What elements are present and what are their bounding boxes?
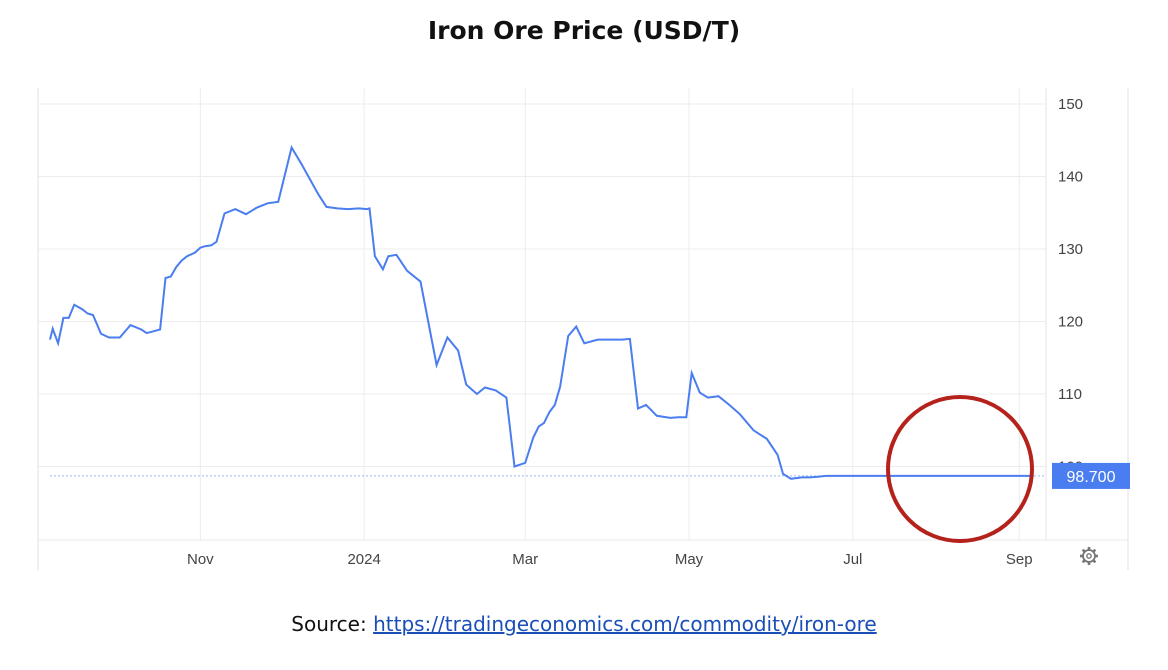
x-tick-label: Mar	[512, 551, 538, 568]
source-prefix: Source:	[291, 612, 374, 636]
source-line: Source: https://tradingeconomics.com/com…	[0, 612, 1168, 636]
chart-frame	[37, 88, 1129, 570]
x-axis-ticks: Nov 2024 Mar May Jul Sep	[187, 551, 1033, 568]
x-tick-label: Sep	[1006, 551, 1033, 568]
x-tick-label: Jul	[843, 551, 862, 568]
source-link[interactable]: https://tradingeconomics.com/commodity/i…	[373, 612, 877, 636]
chart-title: Iron Ore Price (USD/T)	[427, 16, 741, 45]
x-tick-label: May	[675, 551, 704, 568]
last-value-badge-bg	[1052, 462, 1130, 489]
y-tick-label: 140	[1058, 169, 1083, 186]
x-tick-label: 2024	[347, 551, 380, 568]
x-tick-label: Nov	[187, 551, 214, 568]
y-axis-ticks: 100110120130140150	[1058, 96, 1083, 476]
last-value-label: 98.700	[1067, 469, 1116, 486]
price-series-line	[49, 144, 1030, 480]
gear-hub	[1086, 553, 1092, 559]
highlight-circle	[886, 395, 1034, 543]
y-tick-label: 110	[1058, 386, 1082, 403]
gear-ring	[1082, 549, 1096, 563]
gear-icon[interactable]	[1080, 547, 1098, 565]
y-tick-label: 120	[1058, 314, 1083, 331]
grid-lines	[38, 88, 1046, 540]
y-tick-label: 130	[1058, 241, 1083, 258]
last-value-badge: 98.700	[1052, 462, 1130, 489]
y-tick-label: 150	[1058, 96, 1083, 113]
